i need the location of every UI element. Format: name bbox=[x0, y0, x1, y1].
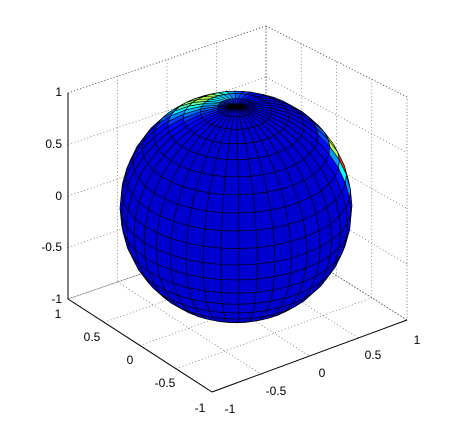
surface-patch bbox=[202, 262, 222, 280]
x-tick-0.5: 0.5 bbox=[365, 348, 382, 362]
y-tick-0: 0 bbox=[127, 353, 134, 367]
y-axis-line bbox=[67, 298, 213, 393]
surface-patch bbox=[186, 225, 206, 247]
z-tick-1: 1 bbox=[55, 85, 62, 99]
y-tick-neg0.5: -0.5 bbox=[155, 376, 176, 390]
surface-patch bbox=[238, 263, 258, 281]
surface-patch bbox=[223, 176, 239, 196]
surface-patch bbox=[188, 207, 207, 230]
surface-patch bbox=[237, 175, 254, 196]
surface-patch bbox=[220, 247, 240, 266]
y-tick-1: 1 bbox=[55, 307, 62, 321]
surface-patch bbox=[256, 244, 276, 265]
gridline bbox=[175, 297, 372, 370]
axis-lines bbox=[67, 93, 408, 393]
surface-patch bbox=[220, 264, 240, 281]
surface-patch bbox=[255, 227, 275, 248]
surface-patch bbox=[206, 192, 225, 213]
surface-patch bbox=[238, 291, 257, 305]
surface-patch bbox=[202, 245, 222, 265]
surface-patch bbox=[238, 229, 258, 249]
surface-patch bbox=[238, 278, 258, 294]
surface-patch bbox=[254, 209, 274, 231]
z-tick-0: 0 bbox=[55, 189, 62, 203]
surface-patch bbox=[222, 194, 240, 214]
y-tick-neg1: -1 bbox=[195, 401, 206, 415]
x-tick-neg0.5: -0.5 bbox=[266, 384, 287, 398]
surface-patch bbox=[226, 143, 239, 161]
surface-patch bbox=[238, 303, 256, 314]
surface-patch bbox=[203, 228, 222, 249]
z-tick-neg0.5: -0.5 bbox=[41, 240, 62, 254]
surface-patch bbox=[222, 303, 240, 314]
top-edge-right bbox=[265, 25, 408, 98]
gridline bbox=[265, 76, 408, 154]
surface-patch bbox=[203, 277, 222, 294]
x-tick-neg1: -1 bbox=[225, 402, 236, 416]
gridline bbox=[117, 281, 261, 375]
x-tick-0: 0 bbox=[319, 366, 326, 380]
surface-patch bbox=[238, 211, 257, 232]
surface-patch bbox=[256, 261, 276, 280]
surface-patch bbox=[204, 210, 223, 231]
surface-patch bbox=[270, 206, 289, 229]
surface-patch bbox=[237, 311, 254, 320]
surface-patch bbox=[223, 312, 239, 320]
x-axis-line bbox=[211, 319, 408, 393]
surface-patch bbox=[221, 292, 240, 305]
y-tick-0.5: 0.5 bbox=[84, 330, 101, 344]
tick-labels: 1 0.5 0 -0.5 -1 1 0.5 0 -0.5 -1 -1 -0.5 … bbox=[41, 85, 420, 416]
surface-patch bbox=[252, 191, 271, 213]
surface-patch bbox=[220, 230, 240, 249]
z-tick-0.5: 0.5 bbox=[45, 137, 62, 151]
surface-patch bbox=[238, 247, 258, 266]
surface-patch bbox=[220, 279, 240, 294]
sphere bbox=[119, 90, 353, 324]
surface-patch bbox=[204, 290, 223, 305]
z-tick-neg1: -1 bbox=[51, 292, 62, 306]
surface-patch bbox=[221, 212, 240, 232]
x-tick-1: 1 bbox=[414, 333, 421, 347]
surface-patch bbox=[224, 159, 239, 178]
gridline bbox=[67, 76, 267, 145]
surface-patch bbox=[238, 193, 256, 214]
surface-patch bbox=[237, 158, 252, 178]
